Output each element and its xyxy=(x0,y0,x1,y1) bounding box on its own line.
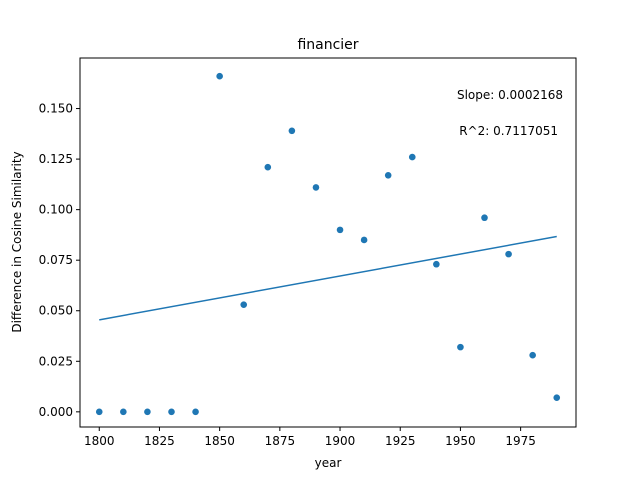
data-point xyxy=(481,214,488,222)
data-point xyxy=(168,408,175,416)
y-tick-label: 0.075 xyxy=(39,253,73,267)
x-tick-label: 1975 xyxy=(505,434,536,448)
data-point xyxy=(336,226,344,234)
data-point xyxy=(144,408,151,416)
x-tick-label: 1825 xyxy=(144,434,175,448)
data-point xyxy=(216,72,223,80)
data-point xyxy=(553,394,561,401)
data-point xyxy=(529,351,536,359)
data-point xyxy=(505,250,512,258)
y-tick-label: 0.150 xyxy=(39,102,73,116)
axes-frame xyxy=(79,57,577,428)
x-tick-label: 1900 xyxy=(325,434,356,448)
data-point xyxy=(312,184,320,191)
data-point xyxy=(384,171,392,179)
x-tick-label: 1875 xyxy=(265,434,296,448)
slope-annotation: Slope: 0.0002168 xyxy=(457,88,563,102)
x-axis-ticks: 1800 1825 1850 1875 1900 1925 1950 1975 xyxy=(84,427,536,448)
data-point xyxy=(408,153,416,161)
x-tick-label: 1950 xyxy=(445,434,476,448)
x-axis-label: year xyxy=(315,456,342,470)
data-point xyxy=(192,408,199,416)
y-tick-label: 0.050 xyxy=(39,304,73,318)
data-point xyxy=(120,408,127,416)
y-tick-label: 0.100 xyxy=(39,203,73,217)
y-tick-label: 0.025 xyxy=(39,354,73,368)
data-point xyxy=(433,260,440,268)
x-tick-label: 1925 xyxy=(385,434,416,448)
x-tick-label: 1850 xyxy=(204,434,235,448)
data-point xyxy=(360,236,368,244)
trend-line xyxy=(99,235,557,321)
y-tick-label: 0.125 xyxy=(39,152,73,166)
data-point xyxy=(95,408,103,416)
chart-marks xyxy=(95,72,561,416)
x-tick-label: 1800 xyxy=(84,434,115,448)
y-axis-label: Difference in Cosine Similarity xyxy=(10,151,24,332)
data-point xyxy=(457,343,464,351)
r-squared-annotation: R^2: 0.7117051 xyxy=(459,124,558,138)
data-point xyxy=(264,163,272,171)
data-point xyxy=(288,127,296,135)
y-axis-ticks: 0.000 0.025 0.050 0.075 0.100 0.125 0.150 xyxy=(39,102,80,419)
data-point xyxy=(240,301,248,308)
y-tick-label: 0.000 xyxy=(39,405,73,419)
chart-title: financier xyxy=(297,37,358,53)
